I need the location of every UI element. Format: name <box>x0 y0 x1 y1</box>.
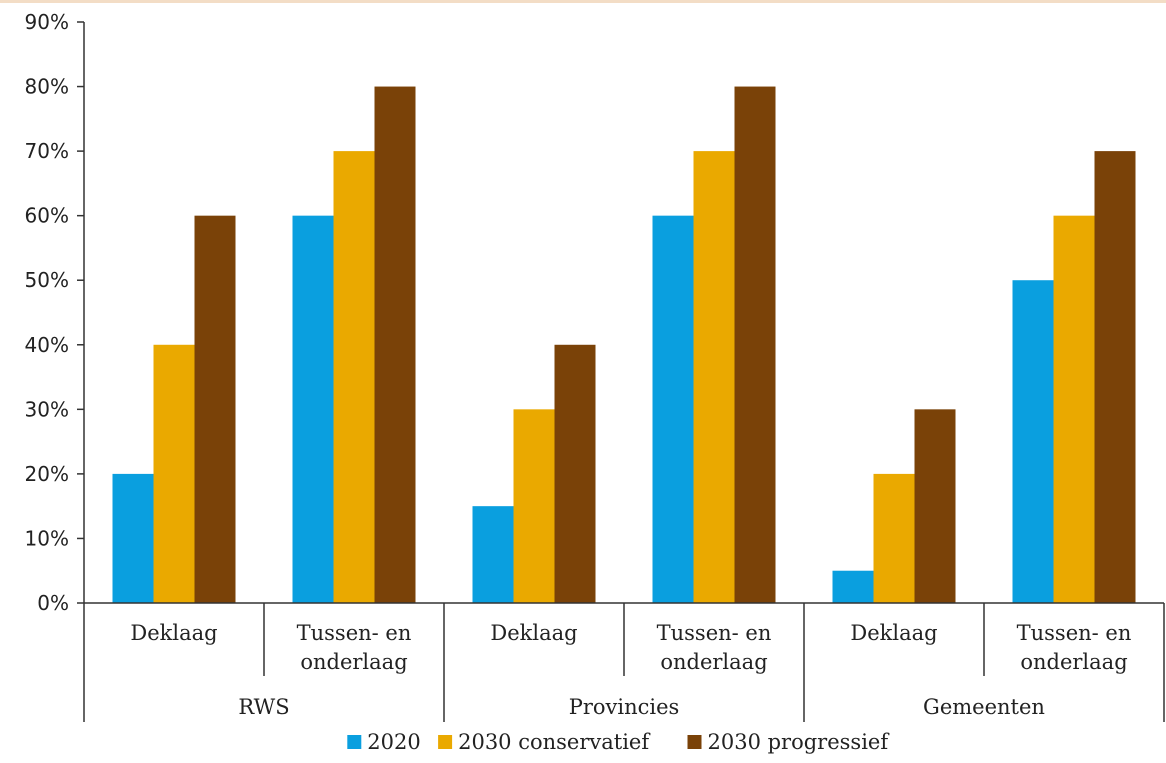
bar <box>554 344 596 603</box>
category-label: Tussen- en <box>1017 621 1132 645</box>
bar <box>153 344 195 603</box>
y-tick-label: 50% <box>25 268 69 292</box>
group-label: RWS <box>238 695 289 719</box>
legend-swatch <box>687 735 702 749</box>
top-border <box>0 0 1166 3</box>
y-tick-label: 80% <box>25 75 69 99</box>
bar <box>194 215 236 603</box>
y-tick-label: 90% <box>25 10 69 34</box>
y-tick-label: 40% <box>25 333 69 357</box>
category-label: onderlaag <box>1020 650 1127 674</box>
y-tick-label: 10% <box>25 526 69 550</box>
bar <box>292 215 334 603</box>
category-label: Deklaag <box>850 621 937 645</box>
legend-swatch <box>347 735 362 749</box>
category-label: onderlaag <box>300 650 407 674</box>
group-label: Provincies <box>569 695 680 719</box>
bar <box>112 473 154 603</box>
bar <box>832 570 874 603</box>
bar <box>914 409 956 603</box>
legend-label: 2030 progressief <box>708 730 891 754</box>
bar <box>472 506 514 603</box>
bar <box>1012 280 1054 603</box>
bar <box>652 215 694 603</box>
y-tick-label: 60% <box>25 204 69 228</box>
category-label: Deklaag <box>490 621 577 645</box>
y-tick-label: 30% <box>25 397 69 421</box>
group-label: Gemeenten <box>923 695 1045 719</box>
bar <box>374 86 416 604</box>
legend-label: 2030 conservatief <box>458 730 651 754</box>
bar <box>734 86 776 604</box>
y-tick-label: 70% <box>25 139 69 163</box>
category-label: Deklaag <box>130 621 217 645</box>
bar <box>1094 151 1136 603</box>
bar <box>333 151 375 603</box>
category-label: Tussen- en <box>657 621 772 645</box>
category-label: Tussen- en <box>297 621 412 645</box>
bar <box>873 473 915 603</box>
legend-label: 2020 <box>367 730 420 754</box>
y-tick-label: 0% <box>37 591 69 615</box>
bar <box>693 151 735 603</box>
category-label: onderlaag <box>660 650 767 674</box>
legend-swatch <box>438 735 453 749</box>
y-tick-label: 20% <box>25 462 69 486</box>
bar <box>513 409 555 603</box>
bar <box>1053 215 1095 603</box>
